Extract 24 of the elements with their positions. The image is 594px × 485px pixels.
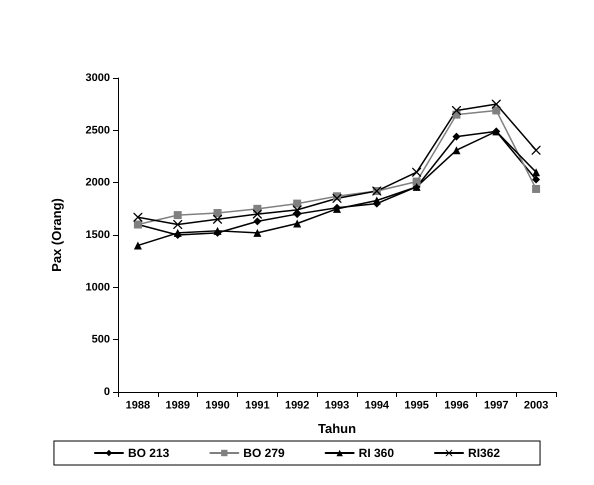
x-tick-label: 1990 [205, 400, 230, 412]
x-tick-label: 1992 [284, 400, 310, 412]
y-tick-label: 1000 [86, 281, 110, 294]
x-tick-label: 1993 [324, 400, 350, 412]
legend-label: RI 360 [358, 446, 394, 460]
x-tick-label: 1994 [364, 400, 390, 412]
x-tick-label: 1988 [126, 400, 150, 412]
x-tick-label: 2003 [524, 400, 548, 412]
x-tick-label: 1991 [245, 400, 270, 412]
x-tick-label: 1995 [404, 400, 429, 412]
legend-label: BO 213 [128, 446, 170, 460]
y-tick-label: 1500 [86, 229, 110, 241]
x-axis-title: Tahun [318, 421, 356, 436]
legend-label: RI362 [468, 446, 500, 460]
x-tick-label: 1997 [484, 400, 509, 412]
y-tick-label: 3000 [86, 72, 110, 84]
legend-label: BO 279 [243, 446, 285, 460]
y-axis-title: Pax (Orang) [49, 198, 64, 272]
y-tick-label: 0 [104, 386, 110, 398]
y-tick-label: 2000 [86, 176, 110, 189]
x-tick-label: 1989 [165, 400, 190, 412]
x-tick-label: 1996 [444, 400, 469, 412]
y-tick-label: 2500 [86, 124, 110, 136]
y-tick-label: 500 [92, 334, 110, 346]
